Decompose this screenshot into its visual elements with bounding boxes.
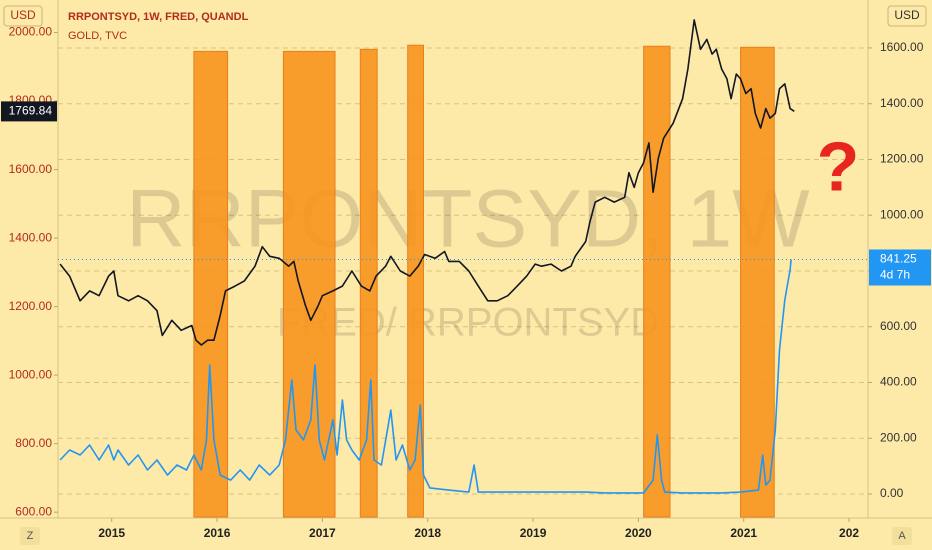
button-label: A — [898, 530, 906, 542]
legend-entry: RRPONTSYD, 1W, FRED, QUANDL — [68, 11, 249, 23]
grid — [58, 47, 868, 495]
y-tick-label: 1400.00 — [9, 230, 53, 244]
y-tick-label: 800.00 — [15, 436, 52, 450]
x-tick-label: 2021 — [730, 526, 757, 540]
y2-tick-label: 1400.00 — [880, 96, 924, 110]
unit-box[interactable] — [887, 5, 927, 27]
y2-tick-label: 1200.00 — [880, 152, 924, 166]
shaded-region — [282, 50, 336, 518]
series-line — [59, 19, 795, 346]
y-tick-label: 600.00 — [15, 504, 52, 518]
shaded-regions — [193, 44, 775, 518]
shaded-region — [740, 46, 775, 518]
y-tick-label: 1000.00 — [9, 367, 53, 381]
price-box — [869, 249, 931, 286]
y2-tick-label: 400.00 — [880, 375, 917, 389]
y-tick-label: 1200.00 — [9, 299, 53, 313]
axes: 0.00 200.00 400.00 600.00 800.00 1000.00 1200.… — [9, 25, 924, 540]
price-label: 1769.84 — [9, 104, 53, 118]
legend-entry: GOLD, TVC — [68, 30, 127, 42]
y2-tick-label: 1600.00 — [880, 40, 924, 54]
shaded-region — [193, 50, 229, 518]
annotation: ? — [817, 127, 860, 205]
shaded-region — [407, 44, 425, 518]
x-tick-label: 2016 — [204, 526, 231, 540]
y-tick-label: 1600.00 — [9, 162, 53, 176]
y2-tick-label: 600.00 — [880, 319, 917, 333]
shaded-region — [359, 48, 378, 518]
watermark: RRPONTSYD, 1W — [126, 174, 810, 265]
countdown-label: 4d 7h — [880, 268, 910, 282]
button[interactable] — [20, 527, 40, 545]
watermark-source: FRED/ RRPONTSYD — [277, 301, 659, 345]
price-label: 841.25 — [880, 252, 917, 266]
y-unit: USD — [10, 8, 36, 22]
x-tick-label: 202 — [839, 526, 859, 540]
x-tick-label: 2017 — [309, 526, 336, 540]
series-lines — [58, 19, 868, 494]
y2-tick-label: 1000.00 — [880, 207, 924, 221]
watermark-layer: RRPONTSYD, 1W FRED/ RRPONTSYD — [126, 174, 810, 345]
x-tick-label: 2018 — [414, 526, 441, 540]
unit-box[interactable] — [3, 5, 43, 27]
y-tick-label: 2000.00 — [9, 25, 53, 39]
x-tick-label: 2015 — [98, 526, 125, 540]
price-box — [1, 101, 57, 122]
series-line — [59, 259, 792, 494]
button[interactable] — [892, 527, 912, 545]
x-tick-label: 2020 — [625, 526, 652, 540]
y2-tick-label: 0.00 — [880, 486, 904, 500]
x-tick-label: 2019 — [520, 526, 547, 540]
y2-unit: USD — [894, 8, 920, 22]
button-label: Z — [27, 530, 34, 542]
y2-tick-label: 200.00 — [880, 430, 917, 444]
